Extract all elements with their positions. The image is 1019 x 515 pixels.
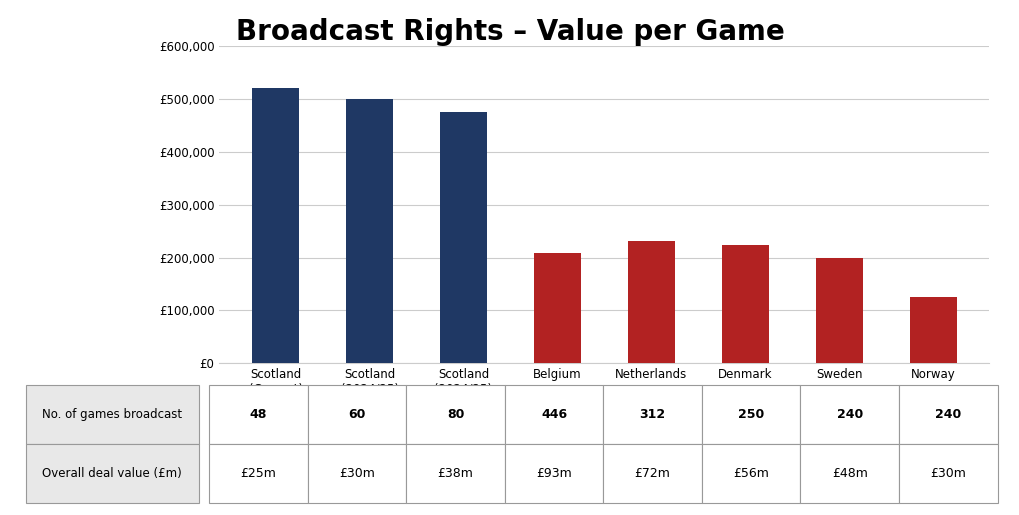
Bar: [25, 444, 199, 503]
Text: £30m: £30m: [929, 467, 965, 480]
Bar: [308, 385, 406, 444]
Text: 60: 60: [347, 408, 365, 421]
Bar: [721, 245, 768, 363]
Text: 240: 240: [836, 408, 862, 421]
Bar: [800, 385, 898, 444]
Text: 48: 48: [250, 408, 267, 421]
Bar: [628, 241, 675, 363]
Bar: [209, 385, 308, 444]
Text: Broadcast Rights – Value per Game: Broadcast Rights – Value per Game: [235, 18, 784, 46]
Text: 446: 446: [540, 408, 567, 421]
Bar: [815, 258, 862, 363]
Text: 240: 240: [934, 408, 961, 421]
Bar: [252, 88, 299, 363]
Text: £25m: £25m: [240, 467, 276, 480]
Bar: [533, 253, 580, 363]
Bar: [406, 385, 504, 444]
Text: No. of games broadcast: No. of games broadcast: [42, 408, 182, 421]
Bar: [504, 385, 603, 444]
Bar: [209, 444, 308, 503]
Bar: [701, 385, 800, 444]
Bar: [898, 385, 997, 444]
Text: Overall deal value (£m): Overall deal value (£m): [42, 467, 182, 480]
Bar: [504, 444, 603, 503]
Bar: [439, 112, 486, 363]
Bar: [345, 99, 392, 363]
Bar: [800, 444, 898, 503]
Bar: [701, 444, 800, 503]
Text: 250: 250: [738, 408, 763, 421]
Text: £93m: £93m: [536, 467, 572, 480]
Text: £38m: £38m: [437, 467, 473, 480]
Text: £56m: £56m: [733, 467, 768, 480]
Text: £48m: £48m: [830, 467, 867, 480]
Text: 312: 312: [639, 408, 665, 421]
Bar: [406, 444, 504, 503]
Text: £72m: £72m: [634, 467, 669, 480]
Bar: [308, 444, 406, 503]
Text: 80: 80: [446, 408, 464, 421]
Bar: [603, 444, 701, 503]
Text: £30m: £30m: [338, 467, 375, 480]
Bar: [25, 385, 199, 444]
Bar: [898, 444, 997, 503]
Bar: [603, 385, 701, 444]
Bar: [909, 297, 956, 363]
